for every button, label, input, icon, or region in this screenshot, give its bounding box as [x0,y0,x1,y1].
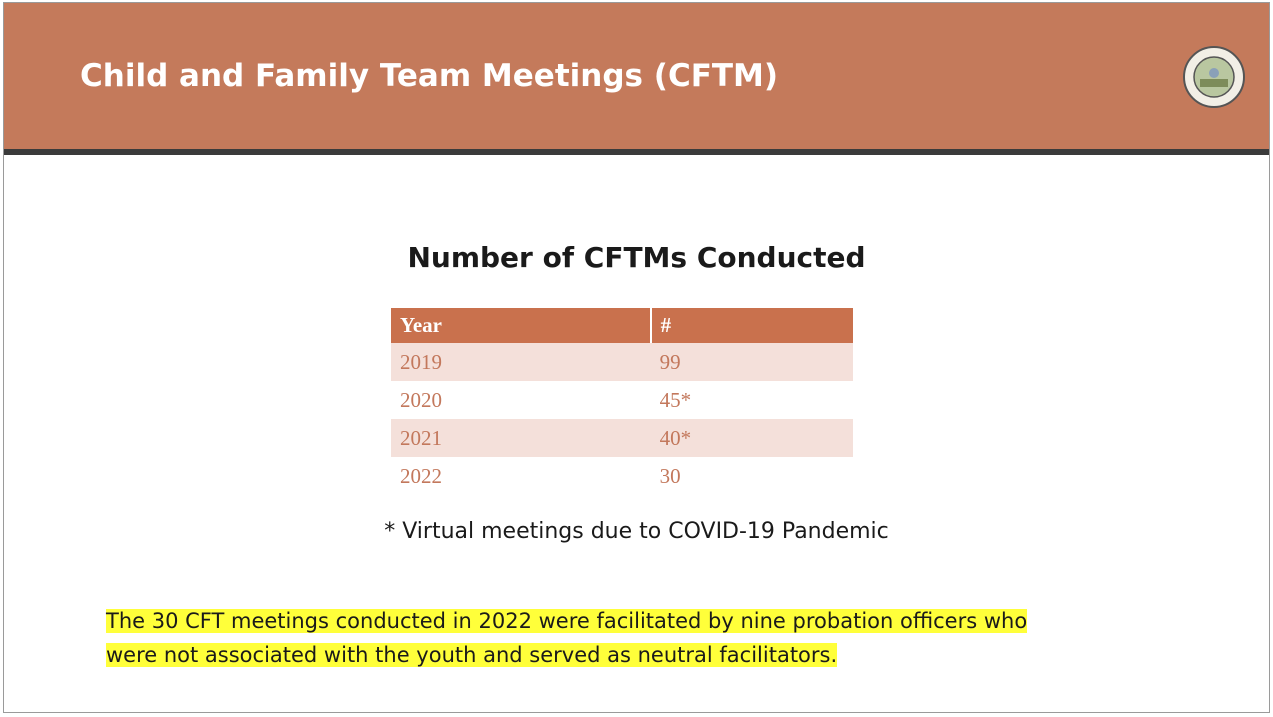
table-row: 2022 30 [391,457,853,495]
highlight-line: were not associated with the youth and s… [106,643,838,667]
table-cell: 2020 [400,387,442,412]
highlight-span: The 30 CFT meetings conducted in 2022 we… [106,609,1028,633]
slide-title: Child and Family Team Meetings (CFTM) [80,58,779,94]
table-title: Number of CFTMs Conducted [407,241,866,274]
header-rule [4,149,1269,155]
data-table: Year # 2019 99 2020 45* 2021 40* 2022 30 [391,308,853,495]
highlight-line: The 30 CFT meetings conducted in 2022 we… [106,609,1028,633]
table-cell: 2022 [400,463,442,488]
table-cell: 45* [659,387,692,412]
footnote: * Virtual meetings due to COVID-19 Pande… [384,519,889,544]
table-cell: 40* [650,419,853,457]
table-cell: 30 [659,463,681,488]
column-header: Year [391,308,651,343]
table-row: 2019 99 [391,343,853,381]
header-band [4,3,1269,149]
table-cell: 99 [650,343,853,381]
table-cell: 2021 [391,419,651,457]
column-header: # [649,308,853,343]
table-row: 2021 40* [391,419,853,457]
table-cell: 2019 [391,343,651,381]
highlight-span: were not associated with the youth and s… [106,643,838,667]
table-body: 2019 99 2020 45* 2021 40* 2022 30 [391,343,853,495]
table-row: 2020 45* [391,381,853,419]
slide: Child and Family Team Meetings (CFTM) Nu… [3,2,1270,713]
county-seal [1183,46,1245,108]
header-row: Year # [391,308,853,343]
